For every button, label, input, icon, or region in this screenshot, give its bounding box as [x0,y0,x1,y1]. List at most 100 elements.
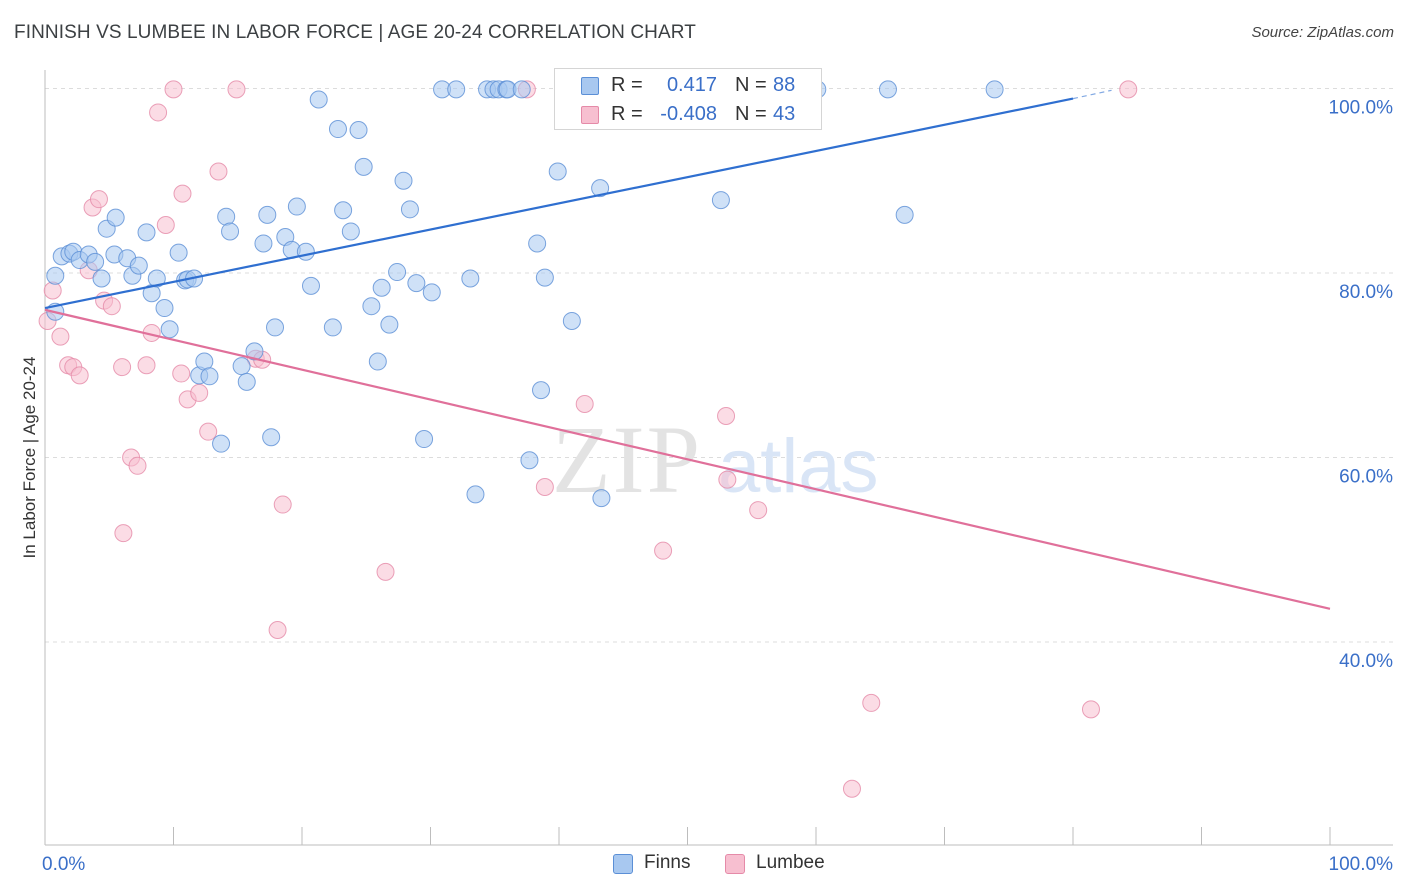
watermark-atlas: atlas [718,424,879,509]
legend-finns-label: Finns [644,852,691,873]
legend-finns-swatch [613,854,633,874]
finns-point [520,451,539,470]
stats-legend: R = 0.417 N = 88 R = -0.408 N = 43 [554,68,822,130]
finns-point [535,268,554,287]
lumbee-point [51,327,70,346]
finns-point [301,276,320,295]
finns-point [245,342,264,361]
finns-point [461,269,480,288]
lumbee-point [376,562,395,581]
finns-point [155,299,174,318]
lumbee-swatch [581,106,599,124]
lumbee-point [209,162,228,181]
finns-point [92,269,111,288]
finns-point [266,318,285,337]
trend-lines [44,89,1331,610]
lumbee-point [749,501,768,520]
lumbee-trend-line [44,308,1331,610]
lumbee-point [654,541,673,560]
lumbee-point [102,297,121,316]
finns-point [368,352,387,371]
finns-n-value: 88 [773,74,796,96]
finns-point [237,372,256,391]
lumbee-point [113,358,132,377]
legend-lumbee-swatch [725,854,745,874]
watermark-zip: ZIP [552,406,702,513]
watermark: ZIP atlas [552,406,879,513]
finns-point [221,222,240,241]
finns-point [296,242,315,261]
finns-point [232,357,251,376]
x-tick-label: 0.0% [42,854,85,875]
series-legend: Finns Lumbee [0,852,1406,878]
finns-n-label: N = [735,74,767,96]
lumbee-point [149,103,168,122]
finns-point [400,200,419,219]
lumbee-stats-row: R = -0.408 N = 43 [555,100,821,130]
y-tick-label: 40.0% [1339,651,1393,672]
lumbee-point [1081,700,1100,719]
lumbee-n-label: N = [735,103,767,125]
y-tick-label: 100.0% [1329,97,1394,118]
chart-title: FINNISH VS LUMBEE IN LABOR FORCE | AGE 2… [14,22,696,43]
lumbee-point [173,184,192,203]
lumbee-point [190,383,209,402]
lumbee-point [535,478,554,497]
lumbee-point [137,356,156,375]
finns-point [200,367,219,386]
lumbee-point [717,406,736,425]
lumbee-point [70,366,89,385]
finns-stats-row: R = 0.417 N = 88 [555,71,821,101]
lumbee-point [128,456,147,475]
lumbee-points [38,80,1138,798]
finns-point [394,171,413,190]
finns-point [388,263,407,282]
finns-point [532,381,551,400]
finns-point [46,266,65,285]
finns-point [878,80,897,99]
finns-point [254,234,273,253]
finns-point [147,269,166,288]
lumbee-n-value: 43 [773,103,796,125]
finns-point [212,434,231,453]
finns-r-value: 0.417 [666,74,717,96]
finns-point [323,318,342,337]
source-label: Source: ZipAtlas.com [1251,24,1394,41]
lumbee-point [156,216,175,234]
lumbee-point [1119,80,1138,99]
finns-point [422,283,441,302]
lumbee-point [199,422,218,441]
legend-lumbee-label: Lumbee [756,852,825,873]
finns-point [548,162,567,181]
finns-point [217,207,236,226]
finns-point [512,80,531,99]
lumbee-point [842,779,861,798]
finns-point [169,243,188,262]
finns-point [528,234,547,253]
lumbee-point [43,281,62,300]
finns-point [258,205,277,224]
finns-point [160,320,179,339]
finns-point [415,430,434,449]
lumbee-point [268,621,287,640]
finns-point [137,223,156,242]
finns-r-label: R = [611,74,643,96]
finns-point [407,274,426,293]
finns-point [591,179,610,198]
finns-point [86,252,105,271]
finns-trend-line [44,97,1074,310]
finns-point [466,485,485,504]
grid-lines [45,87,1393,643]
finns-point [362,297,381,316]
lumbee-point [114,524,133,543]
y-tick-label: 80.0% [1339,282,1393,303]
lumbee-point [862,693,881,712]
finns-point [354,157,373,176]
finns-point [711,191,730,210]
lumbee-point [575,394,594,413]
finns-point [328,120,347,139]
finns-point [349,120,368,139]
finns-point [262,428,281,447]
lumbee-point [172,364,191,383]
finns-point [106,208,125,227]
